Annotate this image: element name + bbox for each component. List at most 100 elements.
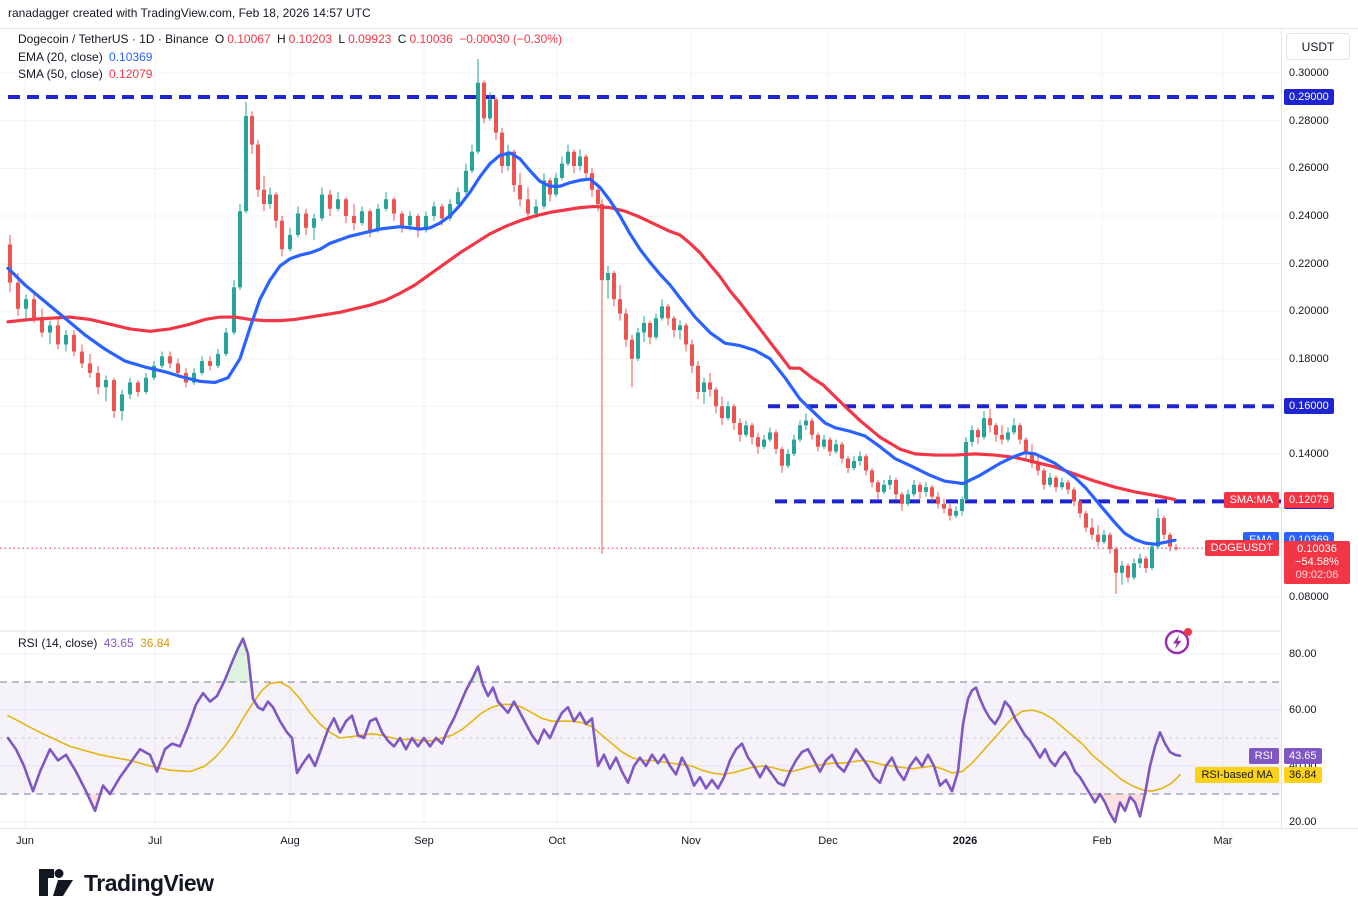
time-axis[interactable]: Jun Jul Aug Sep Oct Nov Dec 2026 Feb Mar	[0, 828, 1358, 857]
candle-body	[250, 116, 254, 145]
candle-body	[72, 334, 76, 352]
price-tick-label: 0.28000	[1289, 114, 1329, 127]
candle-body	[1096, 534, 1100, 542]
candle-body	[152, 365, 156, 378]
price-axis-tag: 0.29000	[1284, 89, 1334, 105]
series-name-tag-dogeusdt: DOGEUSDT	[1204, 540, 1279, 557]
candle-body	[560, 163, 564, 178]
candle-body	[32, 299, 36, 319]
candle-body	[244, 116, 248, 212]
rsi-tick-label: 60.00	[1289, 704, 1317, 716]
sma-label[interactable]: SMA (50, close)	[18, 67, 103, 81]
rsi-band	[0, 682, 1281, 794]
candle-body	[882, 484, 886, 492]
symbol-title[interactable]: Dogecoin / TetherUS · 1D · Binance	[18, 32, 209, 46]
candle-body	[416, 215, 420, 231]
price-tick-label: 0.08000	[1289, 590, 1329, 603]
candle-body	[1144, 558, 1148, 569]
bar-countdown: 09:02:06	[1295, 569, 1339, 582]
close-label: C	[397, 32, 407, 46]
change-value: −0.00030 (−0.30%)	[459, 32, 562, 46]
candle-body	[1018, 425, 1022, 440]
candle-body	[870, 470, 874, 483]
candle-body	[612, 273, 616, 300]
candle-body	[642, 323, 646, 333]
candle-body	[954, 510, 958, 516]
candle-body	[96, 372, 100, 388]
series-name-tag-sma-ma: SMA:MA	[1223, 491, 1279, 508]
tradingview-footer-logo[interactable]: TradingView	[38, 868, 214, 898]
candle-body	[1066, 482, 1070, 490]
price-axis[interactable]: 0.30000 0.28000 0.26000 0.24000 0.22000 0.200…	[1281, 29, 1358, 828]
candle-body	[630, 339, 634, 359]
chart-canvas[interactable]	[0, 29, 1358, 856]
candle-body	[424, 215, 428, 231]
price-axis-tag: 0.16000	[1284, 398, 1334, 415]
tradingview-logo-icon	[39, 869, 73, 896]
candle-body	[136, 382, 140, 392]
ema-label[interactable]: EMA (20, close)	[18, 50, 103, 64]
candle-body	[1162, 518, 1166, 535]
candle-body	[456, 192, 460, 205]
candle-body	[834, 444, 838, 452]
candle-body	[216, 353, 220, 366]
candle-body	[304, 213, 308, 228]
candle-body	[888, 480, 892, 485]
candle-body	[964, 441, 968, 500]
candle-body	[1078, 501, 1082, 514]
rsi-axis-tag: 43.65	[1284, 747, 1322, 764]
candle-body	[1120, 565, 1124, 573]
ema20-line	[6, 151, 1177, 546]
candle-body	[584, 156, 588, 174]
candle-body	[1030, 453, 1034, 464]
last-price-change: −54.58%	[1295, 556, 1339, 569]
candle-body	[320, 194, 324, 219]
candle-body	[982, 418, 986, 438]
candle-body	[804, 420, 808, 426]
rsi-axis-tag: 36.84	[1284, 766, 1322, 783]
candle-body	[176, 363, 180, 373]
price-tick-label: 0.14000	[1289, 447, 1329, 460]
candle-body	[274, 194, 278, 221]
candle-body	[1000, 434, 1004, 440]
candle-body	[572, 151, 576, 166]
candle-body	[440, 206, 444, 219]
close-value: 0.10036	[409, 32, 453, 46]
candle-body	[648, 323, 652, 338]
time-tick-label: Sep	[414, 835, 434, 847]
candle-body	[846, 458, 850, 469]
candle-body	[1150, 546, 1154, 569]
candle-body	[924, 487, 928, 492]
candle-body	[816, 434, 820, 447]
candle-body	[8, 244, 12, 283]
ema-legend[interactable]: EMA (20, close) 0.10369	[18, 50, 155, 64]
candle-body	[894, 480, 898, 495]
flash-ideas-icon[interactable]	[1162, 626, 1196, 656]
candle-body	[900, 494, 904, 504]
symbol-legend[interactable]: Dogecoin / TetherUS · 1D · Binance O 0.10…	[18, 32, 565, 46]
candle-body	[780, 449, 784, 466]
chart-area[interactable]: Dogecoin / TetherUS · 1D · Binance O 0.10…	[0, 28, 1358, 857]
rsi-legend[interactable]: RSI (14, close) 43.65 36.84	[18, 636, 173, 650]
candle-body	[368, 211, 372, 231]
candle-body	[1114, 549, 1118, 573]
time-tick-label: Nov	[681, 835, 701, 847]
candle-body	[1012, 425, 1016, 433]
candle-body	[312, 218, 316, 228]
candle-body	[948, 508, 952, 516]
rsi-label[interactable]: RSI (14, close)	[18, 636, 98, 650]
candle-body	[408, 215, 412, 226]
candle-body	[970, 430, 974, 442]
time-tick-label: Jul	[147, 835, 163, 847]
candle-body	[352, 215, 356, 224]
candle-body	[1072, 489, 1076, 502]
candle-body	[48, 325, 52, 333]
candle-body	[512, 151, 516, 186]
currency-unit-button[interactable]: USDT	[1286, 33, 1350, 60]
price-tick-label: 0.18000	[1289, 352, 1329, 365]
candle-body	[238, 211, 242, 288]
candle-body	[482, 82, 486, 119]
candle-body	[624, 313, 628, 340]
sma-legend[interactable]: SMA (50, close) 0.12079	[18, 67, 155, 81]
